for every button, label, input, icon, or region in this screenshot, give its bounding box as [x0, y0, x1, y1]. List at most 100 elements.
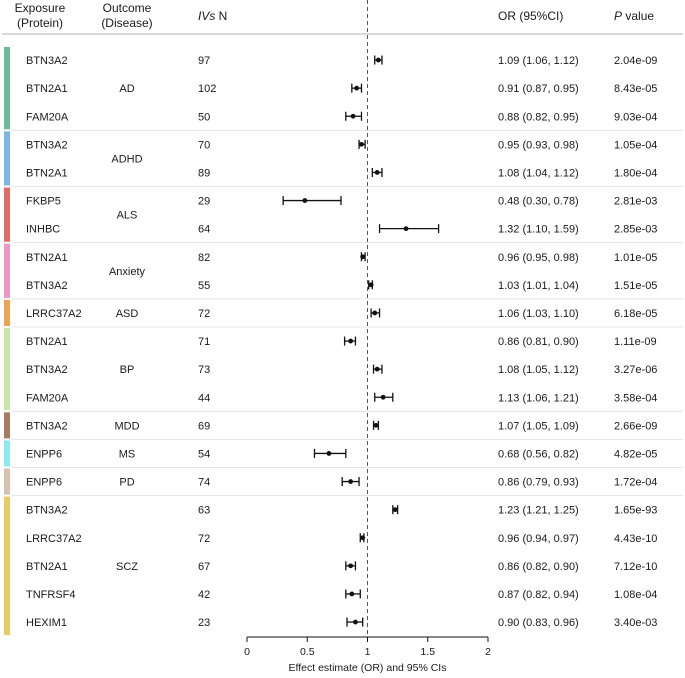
group-color-bar — [4, 440, 10, 467]
or-point — [368, 282, 374, 288]
outcome-label: SCZ — [116, 561, 138, 573]
ivs-n-value: 23 — [198, 617, 210, 629]
or-point — [348, 563, 354, 569]
or-point — [373, 422, 379, 428]
p-value: 2.66e-09 — [614, 420, 657, 432]
table-row: BTN3A2 69 1.07 (1.05, 1.09) 2.66e-09 — [26, 420, 657, 432]
or-point — [354, 85, 360, 91]
or-ci-value: 0.96 (0.95, 0.98) — [498, 252, 579, 264]
header-ivs-n: IVs N — [198, 9, 227, 23]
header-exposure-line2: (Protein) — [17, 16, 63, 30]
or-point — [374, 170, 380, 175]
p-value: 1.05e-04 — [614, 139, 657, 151]
outcome-group-ad: AD BTN3A2 97 1.09 (1.06, 1.12) 2.04e-09 BTN2A… — [4, 47, 683, 131]
table-row: BTN3A2 97 1.09 (1.06, 1.12) 2.04e-09 — [26, 55, 657, 67]
outcome-group-mdd: MDD BTN3A2 69 1.07 (1.05, 1.09) 2.66e-09 — [4, 412, 683, 440]
table-row: LRRC37A2 72 1.06 (1.03, 1.10) 6.18e-05 — [26, 308, 657, 320]
outcome-label: BP — [120, 364, 135, 376]
table-row: BTN3A2 70 0.95 (0.93, 0.98) 1.05e-04 — [26, 139, 657, 151]
or-ci-value: 0.86 (0.81, 0.90) — [498, 336, 579, 348]
or-point — [348, 479, 354, 484]
ivs-n-value: 102 — [198, 83, 216, 95]
ivs-n-value: 82 — [198, 252, 210, 264]
group-color-bar — [4, 468, 10, 495]
or-ci-value: 0.68 (0.56, 0.82) — [498, 448, 579, 460]
exposure-label: FAM20A — [26, 111, 69, 123]
outcome-group-scz: SCZ BTN3A2 63 1.23 (1.21, 1.25) 1.65e-93 LRRC… — [4, 496, 657, 636]
p-value: 9.03e-04 — [614, 111, 657, 123]
p-value: 4.82e-05 — [614, 448, 657, 460]
ivs-n-value: 50 — [198, 111, 210, 123]
or-point — [302, 198, 308, 203]
group-color-bar — [4, 47, 10, 130]
exposure-label: BTN3A2 — [26, 55, 68, 67]
group-color-bar — [4, 328, 10, 411]
or-point — [360, 535, 366, 541]
ivs-n-value: 74 — [198, 477, 210, 489]
group-color-bar — [4, 131, 10, 186]
outcome-group-asd: ASD LRRC37A2 72 1.06 (1.03, 1.10) 6.18e-05 — [4, 299, 683, 328]
outcome-label: Anxiety — [109, 266, 146, 278]
header-outcome-line1: Outcome — [103, 1, 152, 15]
exposure-label: LRRC37A2 — [26, 308, 82, 320]
table-row: BTN3A2 63 1.23 (1.21, 1.25) 1.65e-93 — [26, 505, 657, 517]
outcome-label: AD — [119, 83, 134, 95]
or-point — [403, 226, 409, 232]
table-row: TNFRSF4 42 0.87 (0.82, 0.94) 1.08e-04 — [26, 589, 657, 601]
table-row: HEXIM1 23 0.90 (0.83, 0.96) 3.40e-03 — [26, 617, 657, 629]
exposure-label: FAM20A — [26, 392, 69, 404]
header-p-italic: P — [614, 9, 622, 23]
or-ci-value: 1.03 (1.01, 1.04) — [498, 280, 579, 292]
exposure-label: HEXIM1 — [26, 617, 67, 629]
exposure-label: BTN3A2 — [26, 364, 68, 376]
x-axis: 0 0.5 1 1.5 2 Effect estimate (OR) and 95% CI… — [244, 636, 491, 674]
ivs-n-value: 70 — [198, 139, 210, 151]
ivs-n-value: 71 — [198, 336, 210, 348]
p-value: 1.08e-04 — [614, 589, 657, 601]
x-tick-label: 2 — [485, 646, 491, 658]
or-ci-value: 1.32 (1.10, 1.59) — [498, 224, 579, 236]
or-ci-value: 1.13 (1.06, 1.21) — [498, 392, 579, 404]
group-color-bar — [4, 187, 10, 242]
ivs-n-value: 55 — [198, 280, 210, 292]
p-value: 3.27e-06 — [614, 364, 657, 376]
exposure-label: BTN2A1 — [26, 167, 68, 179]
group-color-bar — [4, 299, 10, 326]
table-rows: AD BTN3A2 97 1.09 (1.06, 1.12) 2.04e-09 BTN2A… — [4, 47, 683, 636]
or-ci-value: 0.86 (0.79, 0.93) — [498, 477, 579, 489]
exposure-label: BTN2A1 — [26, 561, 68, 573]
table-row: BTN2A1 67 0.86 (0.82, 0.90) 7.12e-10 — [26, 561, 657, 573]
or-ci-value: 0.86 (0.82, 0.90) — [498, 561, 579, 573]
or-point — [350, 113, 356, 119]
p-value: 1.11e-09 — [614, 336, 657, 348]
or-point — [380, 394, 386, 400]
exposure-label: BTN2A1 — [26, 336, 68, 348]
header-or-ci: OR (95%CI) — [498, 9, 563, 23]
or-point — [392, 507, 398, 513]
table-row: ENPP6 74 0.86 (0.79, 0.93) 1.72e-04 — [26, 477, 657, 489]
p-value: 1.65e-93 — [614, 505, 657, 517]
p-value: 3.40e-03 — [614, 617, 657, 629]
or-ci-value: 0.90 (0.83, 0.96) — [498, 617, 579, 629]
or-point — [348, 338, 354, 344]
table-header: Exposure (Protein) Outcome (Disease) IVs… — [15, 1, 655, 30]
ivs-n-value: 29 — [198, 196, 210, 208]
p-value: 2.04e-09 — [614, 55, 657, 67]
or-ci-value: 0.87 (0.82, 0.94) — [498, 589, 579, 601]
ivs-n-value: 72 — [198, 308, 210, 320]
table-row: BTN3A2 55 1.03 (1.01, 1.04) 1.51e-05 — [26, 280, 657, 292]
or-point — [359, 141, 364, 147]
header-ivs-n-suffix: N — [215, 9, 227, 23]
table-row: INHBC 64 1.32 (1.10, 1.59) 2.85e-03 — [26, 224, 657, 236]
ivs-n-value: 69 — [198, 420, 210, 432]
p-value: 1.51e-05 — [614, 280, 657, 292]
or-ci-value: 0.91 (0.87, 0.95) — [498, 83, 579, 95]
exposure-label: INHBC — [26, 224, 60, 236]
or-ci-value: 1.06 (1.03, 1.10) — [498, 308, 579, 320]
or-point — [360, 254, 366, 260]
group-color-bar — [4, 412, 10, 439]
table-row: ENPP6 54 0.68 (0.56, 0.82) 4.82e-05 — [26, 448, 657, 460]
outcome-label: MS — [119, 448, 136, 460]
